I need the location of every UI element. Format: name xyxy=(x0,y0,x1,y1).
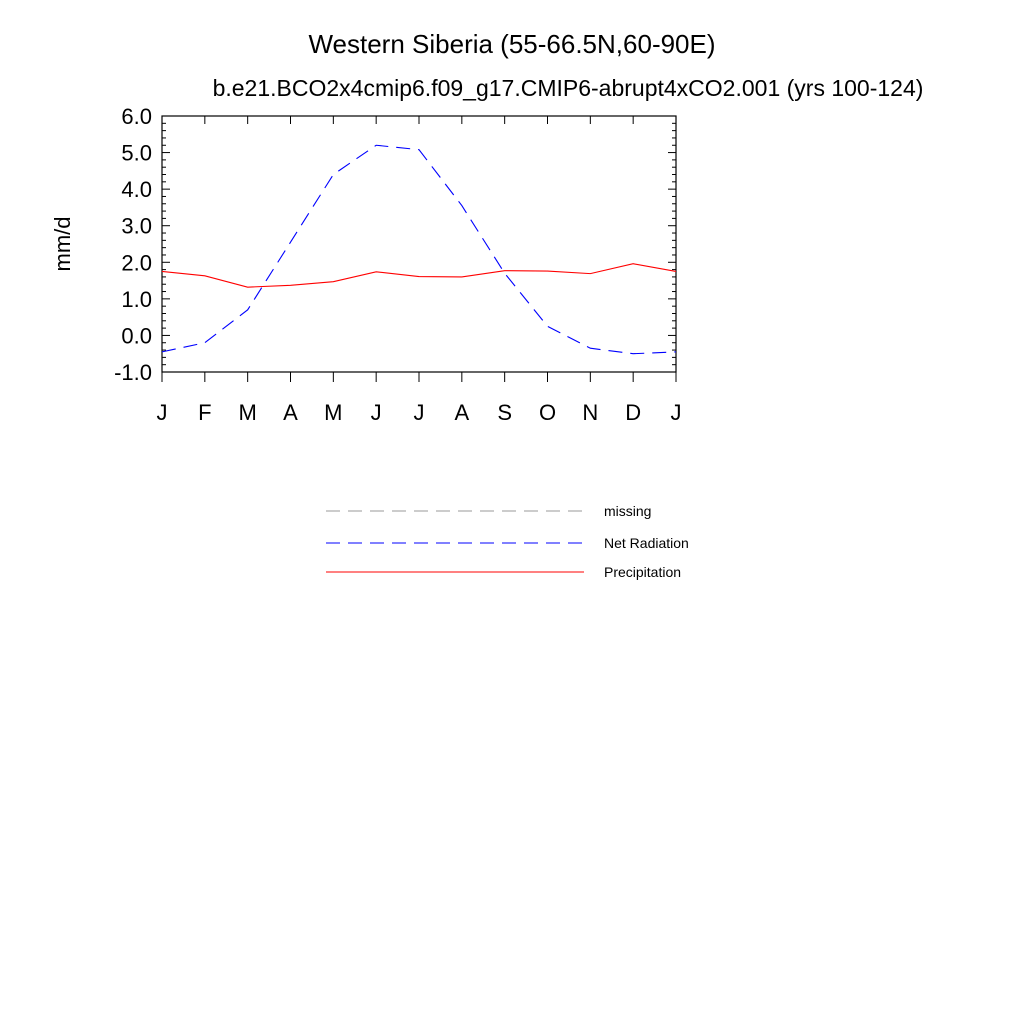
legend: missing Net Radiation Precipitation xyxy=(326,503,689,580)
legend-label-net-radiation: Net Radiation xyxy=(604,535,689,551)
y-axis-label: mm/d xyxy=(50,217,75,272)
y-tick-label: 5.0 xyxy=(121,141,152,166)
chart-title: Western Siberia (55-66.5N,60-90E) xyxy=(308,29,715,59)
x-tick-label: S xyxy=(497,400,512,425)
series-line-precipitation xyxy=(161,263,677,288)
chart-subtitle: b.e21.BCO2x4cmip6.f09_g17.CMIP6-abrupt4x… xyxy=(213,75,924,101)
y-tick-label: 4.0 xyxy=(121,177,152,202)
y-tick-label: 0.0 xyxy=(121,323,152,348)
legend-label-precipitation: Precipitation xyxy=(604,564,681,580)
x-tick-label: J xyxy=(414,400,425,425)
y-tick-label: 1.0 xyxy=(121,287,152,312)
y-tick-label: 6.0 xyxy=(121,104,152,129)
x-tick-label: M xyxy=(324,400,342,425)
x-tick-label: N xyxy=(582,400,598,425)
x-tick-label: D xyxy=(625,400,641,425)
series-layer xyxy=(161,144,677,355)
x-tick-label: A xyxy=(454,400,469,425)
plot-area xyxy=(161,115,677,373)
x-tick-label: F xyxy=(198,400,211,425)
x-tick-label: O xyxy=(539,400,556,425)
y-tick-label: 3.0 xyxy=(121,214,152,239)
y-tick-label: -1.0 xyxy=(114,360,152,385)
series-line-net-radiation xyxy=(161,144,677,355)
x-tick-label: A xyxy=(283,400,298,425)
x-tick-label: J xyxy=(671,400,682,425)
x-tick-label: J xyxy=(157,400,168,425)
legend-label-missing: missing xyxy=(604,503,651,519)
y-tick-label: 2.0 xyxy=(121,250,152,275)
x-tick-label: J xyxy=(371,400,382,425)
ticks-layer: -1.0 0.0 1.0 2.0 3.0 4.0 5.0 6.0 J F M A M J J A S O N D J xyxy=(114,104,681,425)
x-tick-label: M xyxy=(239,400,257,425)
